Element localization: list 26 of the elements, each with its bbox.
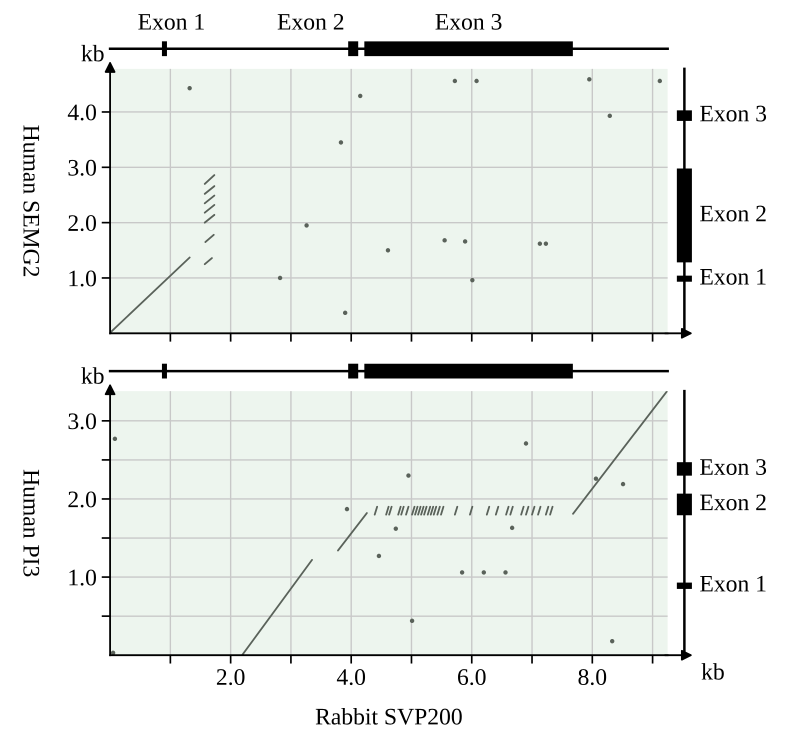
text: Exon 3 [700,106,766,122]
text: kb [81,367,104,384]
y-tick-label: 1.0 [69,570,96,586]
y-axis-title: Human PI3 [23,470,40,576]
x-tick-label: 8.0 [578,669,606,686]
text: Exon 3 [436,14,502,30]
y-tick-label: 2.0 [68,215,96,232]
text: kb [702,663,724,680]
y-tick-label: 4.0 [68,104,96,121]
y-axis-title: Human SEMG2 [23,125,40,276]
y-tick-label: 2.0 [68,491,96,508]
x-axis-title: Rabbit SVP200 [316,708,462,725]
text: Exon 1 [138,14,204,30]
text: Exon 1 [700,576,766,592]
text: Exon 3 [700,459,766,475]
text: kb [81,44,104,62]
x-tick-label: 6.0 [458,669,486,686]
y-tick-label: 1.0 [69,270,96,286]
text: Exon 2 [700,494,766,510]
y-tick-label: 3.0 [68,413,96,430]
text: Exon 2 [700,206,766,222]
x-tick-label: 2.0 [216,669,244,686]
x-tick-label: 4.0 [336,669,366,686]
text: Exon 1 [700,268,766,285]
text: Exon 2 [278,14,344,30]
y-tick-label: 3.0 [68,160,96,176]
